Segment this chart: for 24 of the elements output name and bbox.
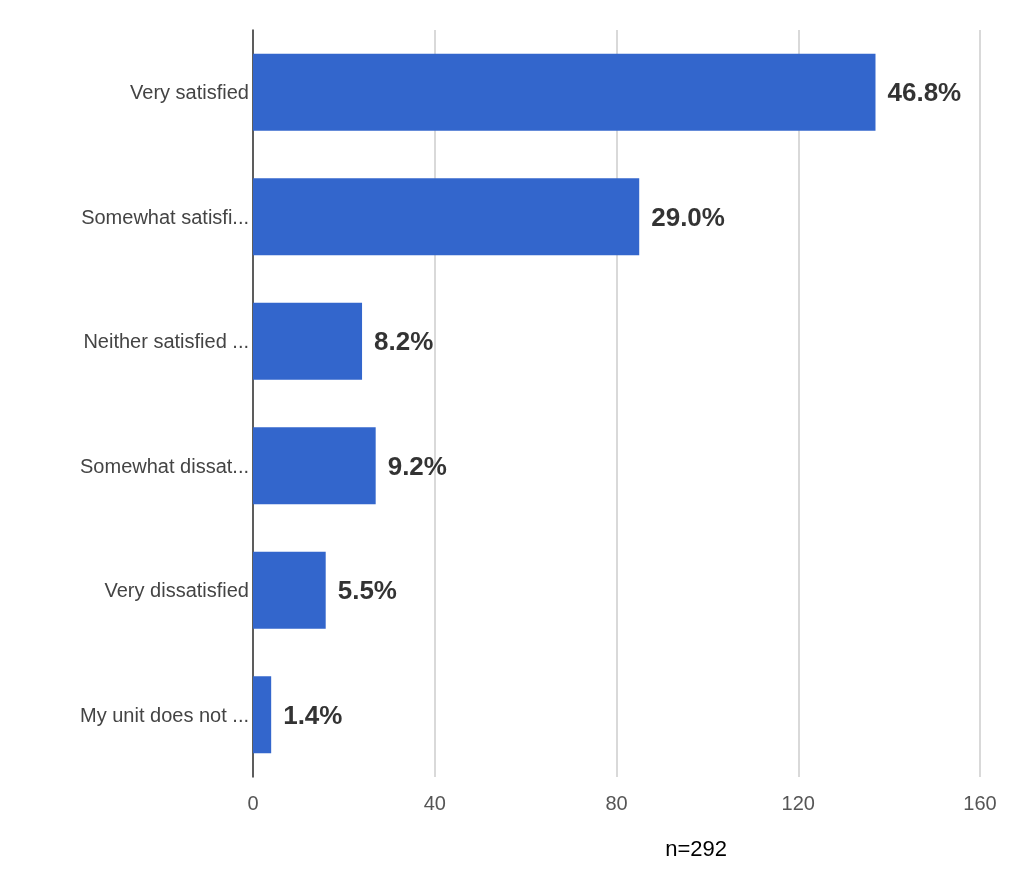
bar — [253, 53, 876, 131]
bar — [253, 551, 326, 629]
annotation: 8.2% — [374, 326, 434, 357]
text: n=292 — [665, 835, 728, 861]
y-tick-label: My unit does not ... — [80, 703, 249, 726]
bar — [253, 427, 376, 505]
x-tick-label: 40 — [423, 792, 446, 814]
bar — [253, 676, 272, 754]
x-tick-label: 0 — [247, 792, 259, 814]
y-tick-label: Very dissatisfied — [104, 579, 249, 602]
annotation: 1.4% — [283, 699, 343, 730]
y-tick-label: Very satisfied — [130, 81, 249, 104]
annotation: 5.5% — [337, 575, 397, 606]
x-tick-label: 120 — [781, 792, 815, 814]
x-tick-label: 160 — [963, 792, 997, 814]
bar — [253, 178, 640, 256]
annotation: 29.0% — [651, 201, 725, 232]
y-tick-label: Neither satisfied ... — [83, 330, 249, 353]
x-tick-label: 80 — [605, 792, 628, 814]
bar — [253, 302, 363, 380]
y-tick-label: Somewhat dissat... — [80, 454, 249, 477]
annotation: 9.2% — [387, 450, 447, 481]
annotation: 46.8% — [887, 77, 962, 108]
y-tick-label: Somewhat satisfi... — [81, 205, 249, 228]
